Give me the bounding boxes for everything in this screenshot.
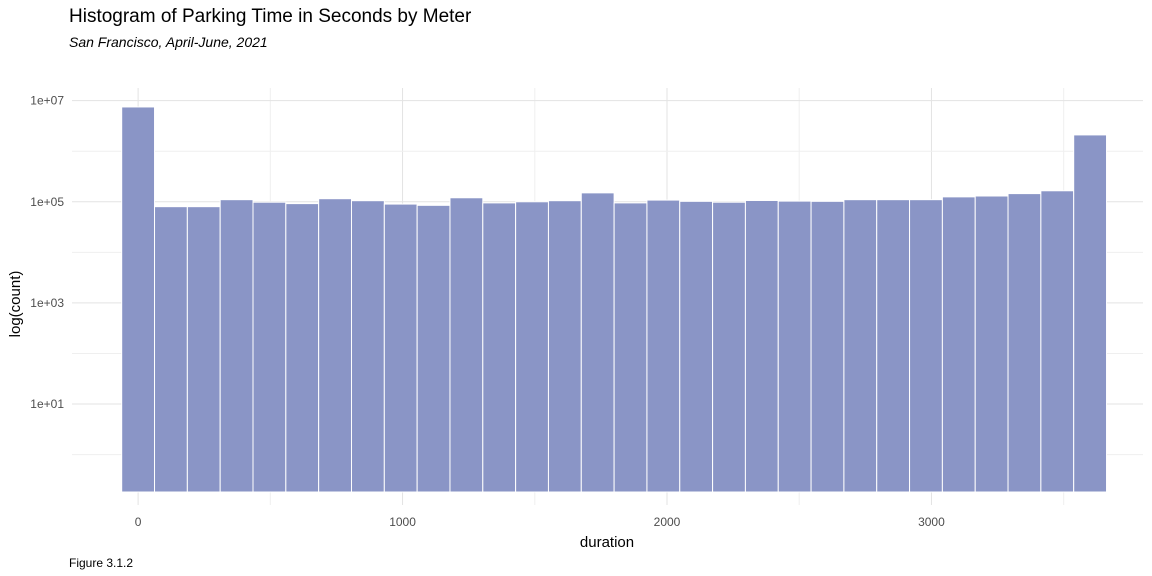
histogram-bar [350,200,385,493]
histogram-bar [974,195,1009,493]
histogram-bar [318,198,352,493]
chart-title: Histogram of Parking Time in Seconds by … [69,6,472,27]
histogram-bar [843,199,878,493]
histogram-bar [1040,190,1075,493]
histogram-bar [219,199,254,493]
histogram-bar [777,200,812,493]
y-tick-labels: 1e+01 1e+03 1e+05 1e+07 [30,94,64,411]
y-axis-title: log(count) [7,271,24,338]
histogram-bar [547,200,582,493]
histogram-bar [613,202,648,493]
histogram-bar [646,199,681,493]
x-tick-label: 0 [135,515,142,529]
histogram-bar [876,199,911,493]
histogram-bar [121,106,156,493]
x-tick-labels: 0 1000 2000 3000 [135,515,945,529]
histogram-bar [416,204,451,493]
histogram-bar [515,201,549,493]
histogram-bar [1073,134,1108,493]
histogram-bar [580,192,615,493]
histogram-bar [186,206,221,493]
y-tick-label: 1e+05 [30,195,64,209]
x-axis-title: duration [580,534,634,551]
histogram-bar [712,201,746,493]
histogram-bar [679,200,714,493]
histogram-bar [810,200,845,493]
y-tick-label: 1e+07 [30,94,64,108]
y-tick-label: 1e+03 [30,296,64,310]
x-tick-label: 3000 [918,515,945,529]
histogram-bar [252,201,287,493]
figure-caption: Figure 3.1.2 [69,556,134,570]
histogram-bar [154,206,188,493]
histogram-bar [744,199,779,493]
x-tick-label: 1000 [389,515,416,529]
bars [121,106,1108,493]
histogram-bar [285,203,320,493]
x-tick-label: 2000 [654,515,681,529]
histogram-bar [383,203,418,493]
histogram-bar [449,197,484,493]
histogram-bar [909,199,943,493]
chart-subtitle: San Francisco, April-June, 2021 [69,34,268,50]
histogram-bar [1007,193,1042,493]
histogram-bar [482,202,517,493]
histogram-bar [941,196,976,493]
y-tick-label: 1e+01 [30,397,64,411]
